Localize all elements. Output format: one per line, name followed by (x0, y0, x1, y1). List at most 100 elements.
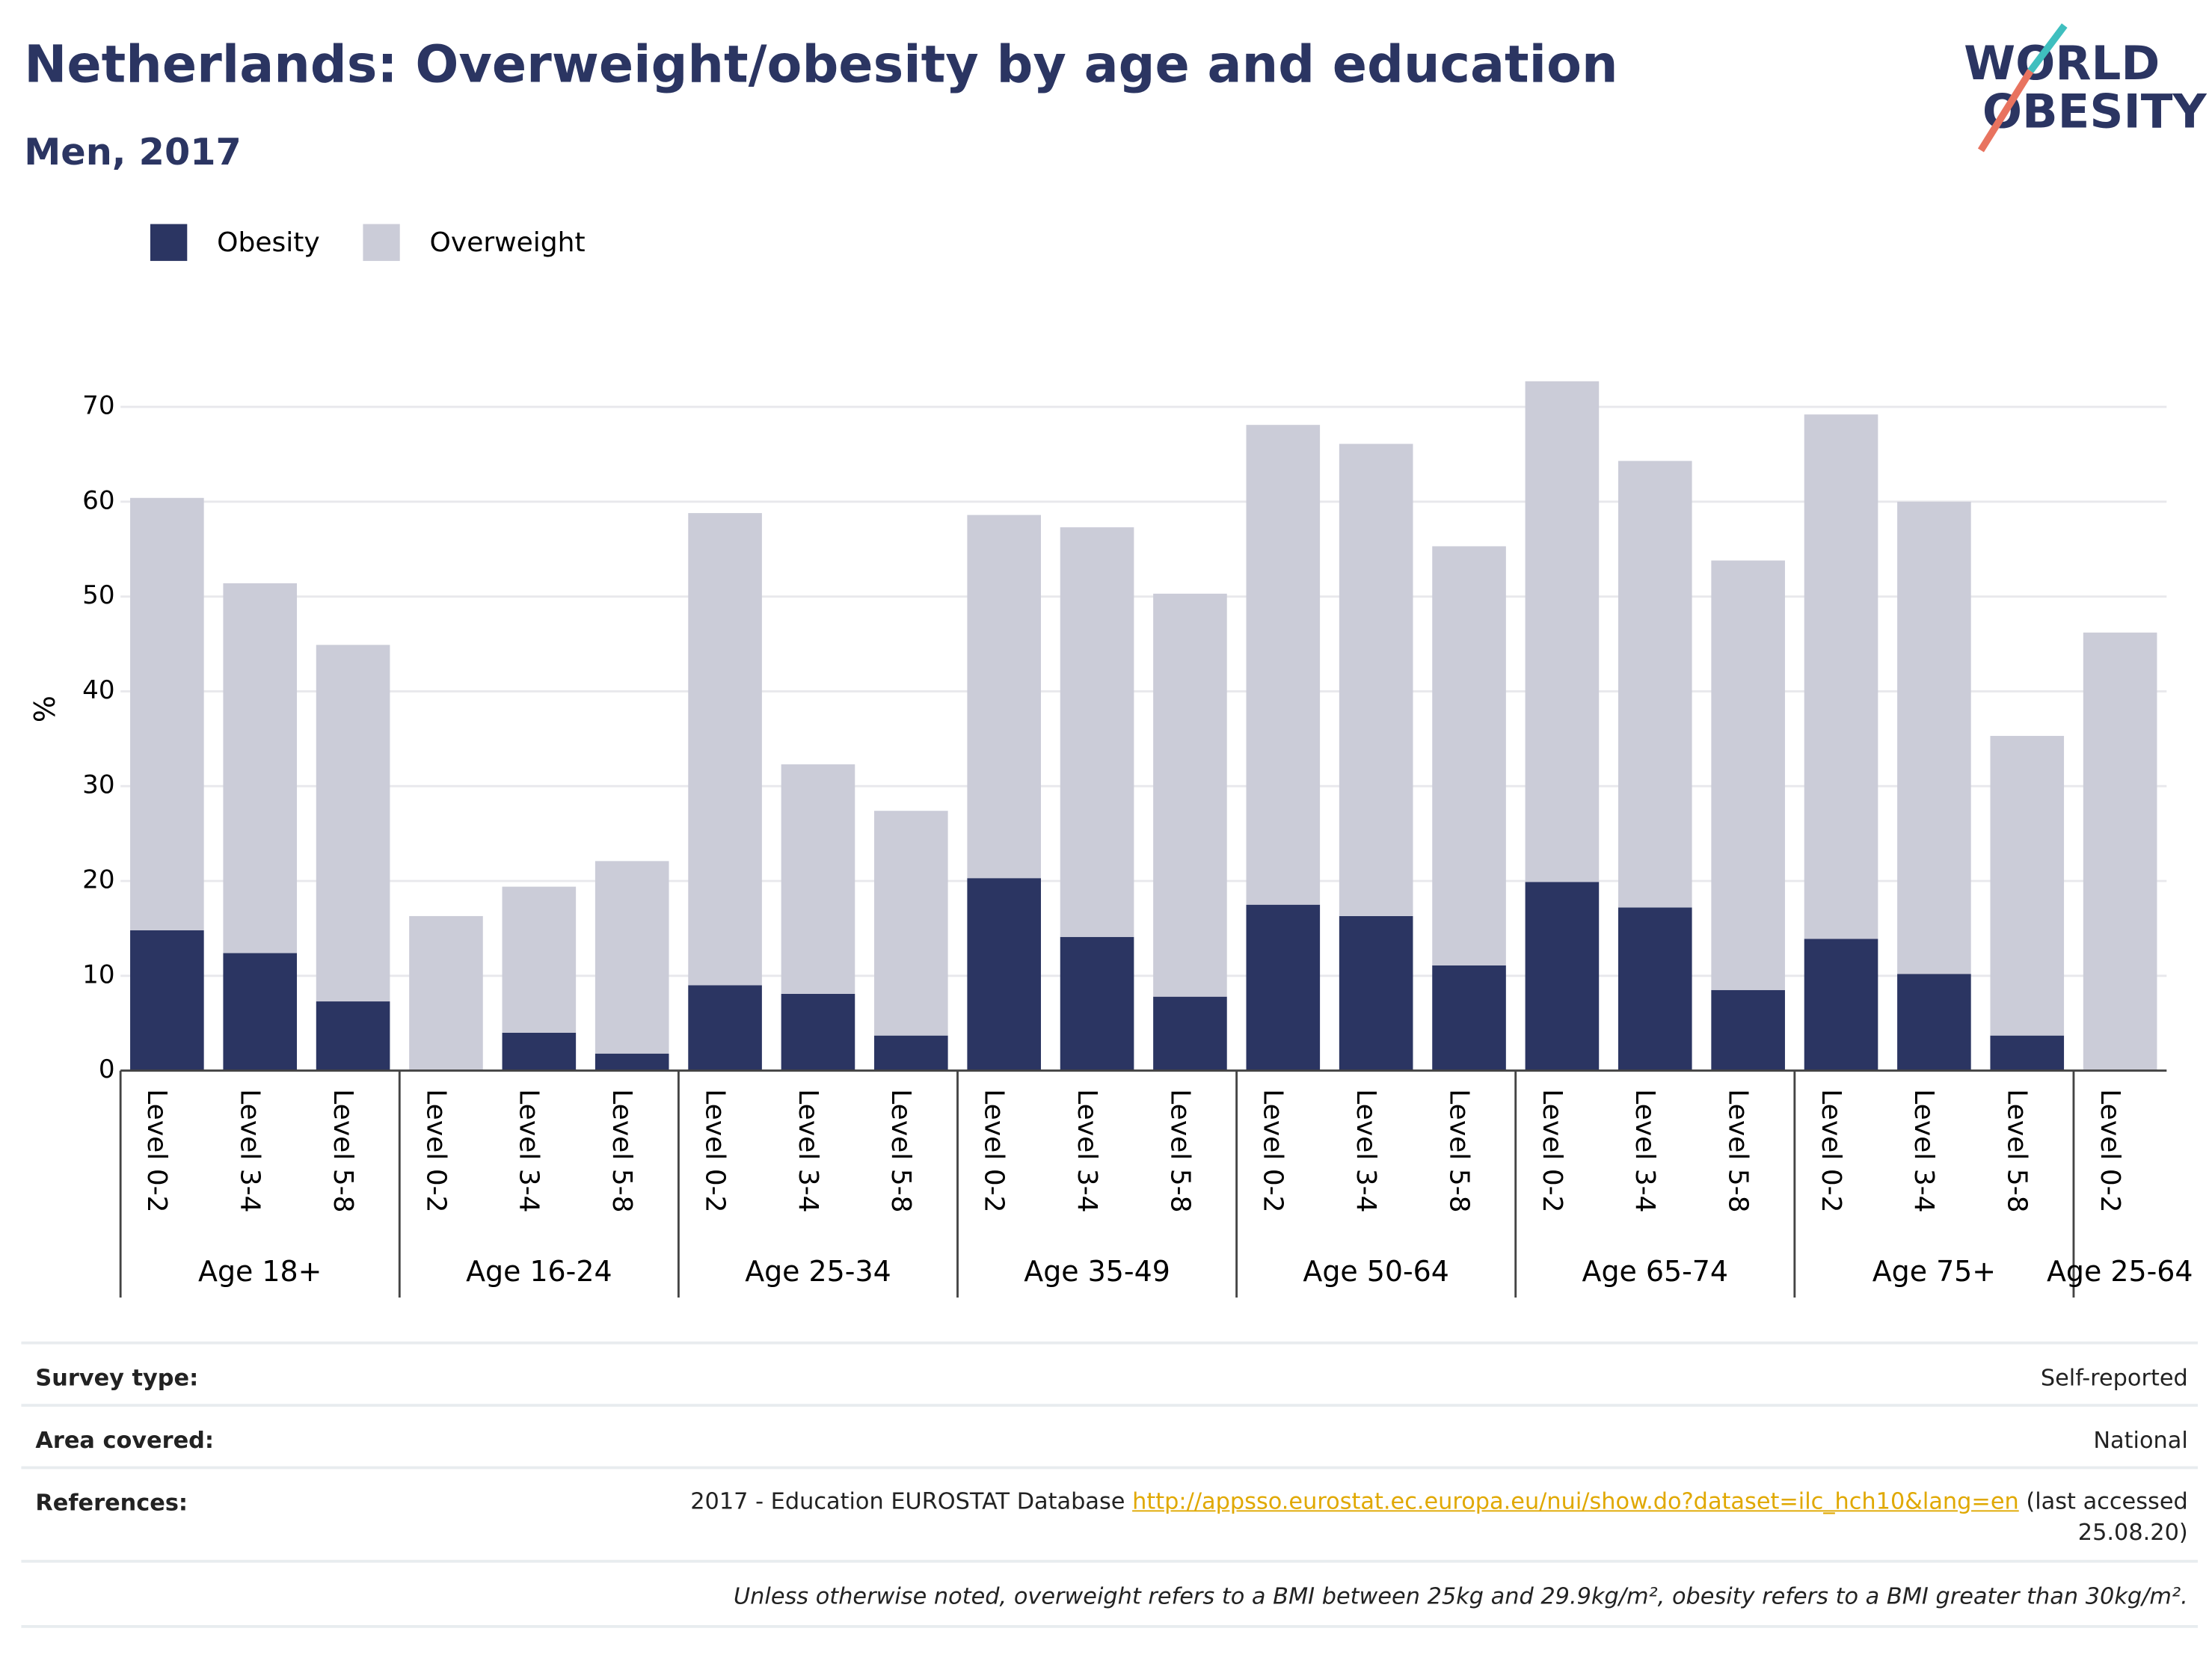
bar-segment (1339, 915, 1413, 1071)
x-tick-label: Level 5-8 (1164, 1089, 1195, 1212)
bar-segment (1153, 996, 1227, 1071)
x-tick-label: Level 5-8 (2002, 1089, 2033, 1212)
group-label: Age 16-24 (466, 1255, 612, 1288)
bar-segment (1804, 939, 1878, 1071)
x-tick-label: Level 5-8 (885, 1089, 916, 1212)
bar-segment (316, 1001, 390, 1071)
bar-segment (1897, 501, 1971, 974)
y-tick-label: 30 (82, 770, 114, 800)
bar-segment (409, 915, 483, 1071)
y-tick-label: 20 (82, 865, 114, 895)
bar-segment (223, 953, 298, 1071)
bar-segment (316, 645, 390, 1002)
footer-label: References: (35, 1488, 188, 1516)
group-label: Age 75+ (1872, 1255, 1996, 1288)
y-axis-label: % (28, 696, 61, 722)
bar-segment (874, 811, 948, 1036)
logo-slash (2027, 23, 2068, 73)
bar-segment (1432, 546, 1506, 965)
bar-segment (502, 886, 577, 1033)
x-tick-label: Level 0-2 (979, 1089, 1010, 1212)
bar-segment (1060, 527, 1134, 937)
bar-segment (1525, 381, 1600, 882)
footer-row: References: 2017 - Education EUROSTAT Dat… (21, 1466, 2199, 1563)
x-tick-label: Level 0-2 (2095, 1089, 2125, 1212)
chart: Netherlands: Overweight/obesity by age a… (24, 23, 2207, 1298)
bar-segment (1804, 414, 1878, 939)
bar-segment (688, 513, 762, 986)
bar-segment (1060, 936, 1134, 1071)
bar-segment (1711, 560, 1785, 990)
y-tick-label: 60 (82, 485, 114, 515)
footer-note: Unless otherwise noted, overweight refer… (733, 1582, 2188, 1610)
x-tick-label: Level 3-4 (1908, 1089, 1939, 1212)
reference-link[interactable]: http://appsso.eurostat.ec.europa.eu/nui/… (1132, 1487, 2019, 1515)
group-label: Age 18+ (198, 1255, 322, 1288)
group-label: Age 50-64 (1303, 1255, 1449, 1288)
reference: 2017 - Education EUROSTAT Database http:… (628, 1486, 2188, 1548)
bar-segment (781, 764, 855, 994)
legend-swatch (363, 224, 400, 261)
y-tick-label: 0 (99, 1054, 115, 1084)
bar-segment (1339, 443, 1413, 916)
bar-segment (1153, 593, 1227, 997)
x-tick-label: Level 5-8 (328, 1089, 358, 1212)
x-tick-label: Level 3-4 (793, 1089, 823, 1212)
bar-segment (1897, 974, 1971, 1071)
bar-segment (223, 583, 298, 954)
bar-segment (2083, 632, 2157, 1071)
legend-label: Overweight (430, 227, 586, 258)
bar-segment (1246, 904, 1321, 1071)
x-tick-label: Level 5-8 (1443, 1089, 1474, 1212)
x-tick-label: Level 0-2 (1258, 1089, 1288, 1212)
group-label: Age 35-49 (1024, 1255, 1170, 1288)
group-label: Age 65-74 (1582, 1255, 1729, 1288)
footer-value: Self-reported (2040, 1364, 2188, 1392)
bar-segment (967, 515, 1041, 879)
bar-segment (595, 1053, 669, 1071)
reference-text: 2017 - Education EUROSTAT Database (690, 1487, 1125, 1515)
bar-segment (502, 1032, 577, 1071)
y-tick-label: 70 (82, 391, 114, 421)
bar-segment (874, 1035, 948, 1071)
x-tick-label: Level 5-8 (1722, 1089, 1753, 1212)
legend-swatch (150, 224, 188, 261)
bar-segment (1246, 425, 1321, 905)
footer-row: Survey type: Self-reported (21, 1341, 2199, 1407)
x-tick-label: Level 3-4 (1351, 1089, 1381, 1212)
y-tick-label: 10 (82, 959, 114, 989)
y-tick-label: 50 (82, 580, 114, 610)
bar-segment (1432, 965, 1506, 1071)
group-label: Age 25-64 (2047, 1255, 2193, 1288)
bar-segment (130, 497, 204, 930)
logo-text: WORLD (1964, 36, 2160, 90)
chart-title: Netherlands: Overweight/obesity by age a… (24, 36, 1617, 95)
x-tick-label: Level 5-8 (606, 1089, 637, 1212)
x-tick-label: Level 0-2 (699, 1089, 730, 1212)
footer-label: Survey type: (35, 1364, 199, 1392)
x-tick-label: Level 0-2 (420, 1089, 451, 1212)
x-tick-label: Level 0-2 (1537, 1089, 1567, 1212)
bar-segment (1990, 736, 2065, 1036)
bar-segment (1617, 907, 1692, 1071)
group-label: Age 25-34 (745, 1255, 891, 1288)
bar-segment (967, 878, 1041, 1071)
footer-row: Unless otherwise noted, overweight refer… (21, 1559, 2199, 1628)
footer-value: National (2093, 1426, 2188, 1454)
footer-row: Area covered: National (21, 1404, 2199, 1469)
x-tick-label: Level 3-4 (1629, 1089, 1660, 1212)
bar-segment (1617, 461, 1692, 908)
chart-subtitle: Men, 2017 (24, 130, 242, 174)
bar-segment (130, 930, 204, 1071)
bar-segment (1990, 1035, 2065, 1071)
y-tick-label: 40 (82, 675, 114, 705)
bar-segment (688, 985, 762, 1071)
x-tick-label: Level 3-4 (235, 1089, 265, 1212)
bar-segment (781, 993, 855, 1071)
x-tick-label: Level 0-2 (141, 1089, 172, 1212)
x-tick-label: Level 0-2 (1816, 1089, 1846, 1212)
x-tick-label: Level 3-4 (1072, 1089, 1102, 1212)
x-tick-label: Level 3-4 (514, 1089, 544, 1212)
bar-segment (1525, 882, 1600, 1071)
